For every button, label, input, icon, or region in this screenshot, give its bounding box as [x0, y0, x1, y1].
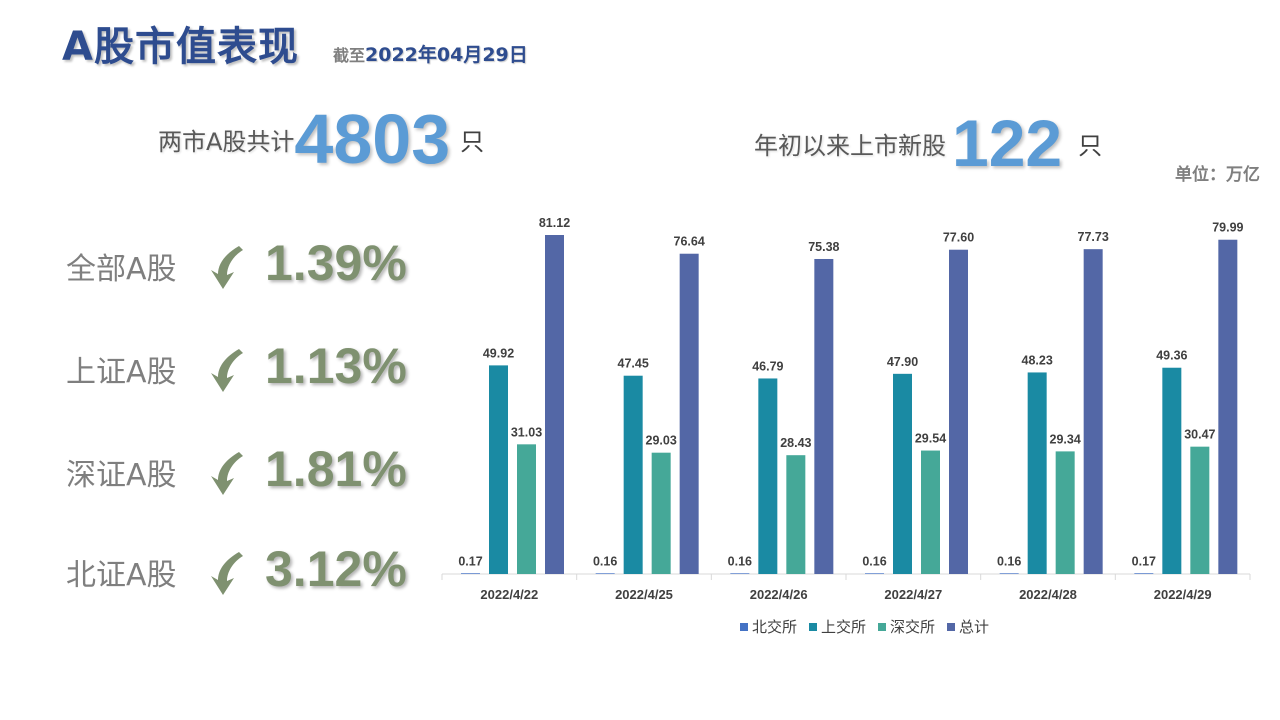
- new-ipo-value: 122: [952, 106, 1063, 180]
- bar: [921, 450, 940, 574]
- page-title: A股市值表现: [62, 24, 299, 70]
- data-label: 48.23: [1022, 353, 1053, 367]
- bar: [1083, 249, 1103, 574]
- change-value: 3.12%: [265, 541, 407, 597]
- data-label: 77.73: [1078, 230, 1109, 244]
- change-row-all: 全部A股 1.39%: [66, 230, 426, 300]
- change-name: 深证A股: [66, 458, 177, 493]
- down-arrow-icon: [211, 349, 243, 392]
- data-label: 77.60: [943, 231, 974, 245]
- bar: [623, 375, 643, 574]
- bar: [651, 452, 671, 574]
- data-label: 0.16: [862, 554, 886, 568]
- as-of-value: 2022年04月29日: [365, 44, 528, 66]
- x-tick-label: 2022/4/27: [884, 587, 942, 602]
- legend-item: 深交所: [878, 616, 935, 637]
- data-label: 0.16: [728, 554, 752, 568]
- bar: [545, 235, 564, 574]
- market-cap-bar-chart: 0.17 49.92 31.03 81.12 2022/4/22 0.16 47.45 29.…: [441, 216, 1251, 602]
- data-label: 30.47: [1184, 428, 1215, 442]
- chart-legend: 北交所 上交所 深交所 总计: [740, 616, 989, 637]
- bar: [489, 365, 508, 574]
- change-value: 1.13%: [265, 338, 407, 394]
- bar: [595, 573, 615, 574]
- legend-label: 深交所: [890, 618, 936, 636]
- x-tick-label: 2022/4/25: [615, 587, 673, 602]
- unit-label: 单位：万亿: [1175, 165, 1260, 185]
- legend-swatch: [878, 622, 887, 631]
- data-label: 29.54: [915, 432, 946, 446]
- new-ipo-unit: 只: [1078, 131, 1103, 160]
- as-of-prefix: 截至: [333, 46, 366, 65]
- bar: [893, 373, 912, 574]
- down-arrow-icon: [211, 246, 243, 289]
- new-ipo-stat: 年初以来上市新股 122 只: [754, 110, 1102, 176]
- data-label: 47.45: [618, 357, 649, 371]
- legend-item: 上交所: [809, 616, 866, 637]
- data-label: 81.12: [539, 216, 570, 230]
- bar: [758, 378, 778, 574]
- change-name: 北证A股: [66, 558, 177, 593]
- bar: [1055, 451, 1075, 574]
- data-label: 79.99: [1212, 221, 1243, 235]
- bar: [730, 573, 750, 574]
- bar: [999, 573, 1019, 574]
- bar: [679, 253, 699, 574]
- total-stocks-unit: 只: [460, 127, 485, 156]
- change-row-bj: 北证A股 3.12%: [66, 536, 426, 606]
- change-row-sh: 上证A股 1.13%: [66, 333, 426, 403]
- bar: [1218, 239, 1238, 574]
- bar: [1190, 446, 1210, 574]
- bar: [786, 455, 806, 574]
- data-label: 47.90: [887, 355, 918, 369]
- data-label: 28.43: [780, 436, 811, 450]
- legend-item: 总计: [947, 616, 989, 637]
- legend-label: 上交所: [821, 618, 867, 636]
- legend-swatch: [947, 622, 956, 631]
- x-tick-label: 2022/4/28: [1019, 587, 1077, 602]
- bar: [461, 573, 480, 574]
- change-row-sz: 深证A股 1.81%: [66, 436, 426, 506]
- bar: [949, 249, 968, 574]
- change-value: 1.81%: [265, 441, 407, 497]
- total-stocks-label: 两市A股共计: [158, 127, 295, 156]
- legend-label: 北交所: [752, 618, 798, 636]
- x-tick-label: 2022/4/26: [750, 587, 808, 602]
- bar: [1134, 573, 1154, 574]
- new-ipo-label: 年初以来上市新股: [754, 131, 946, 160]
- down-arrow-icon: [211, 552, 243, 595]
- legend-item: 北交所: [740, 616, 797, 637]
- data-label: 29.34: [1050, 432, 1081, 446]
- bar: [1027, 372, 1047, 574]
- legend-swatch: [809, 622, 818, 631]
- bar: [1162, 367, 1182, 574]
- total-stocks-stat: 两市A股共计 4803 只: [158, 104, 484, 174]
- data-label: 0.16: [593, 554, 617, 568]
- legend-swatch: [740, 622, 748, 631]
- x-tick-label: 2022/4/22: [480, 587, 538, 602]
- data-label: 31.03: [511, 425, 542, 439]
- change-name: 全部A股: [66, 252, 177, 287]
- data-label: 29.03: [646, 434, 677, 448]
- data-label: 0.17: [1132, 554, 1156, 568]
- change-value: 1.39%: [265, 235, 407, 291]
- data-label: 49.36: [1156, 349, 1187, 363]
- data-label: 75.38: [808, 240, 839, 254]
- bar: [865, 573, 884, 574]
- data-label: 76.64: [674, 235, 705, 249]
- legend-label: 总计: [959, 618, 990, 636]
- bar: [517, 444, 536, 574]
- data-label: 46.79: [752, 359, 783, 373]
- data-label: 49.92: [483, 346, 514, 360]
- as-of-date: 截至2022年04月29日: [333, 40, 528, 67]
- bar: [814, 258, 834, 574]
- data-label: 0.16: [997, 554, 1021, 568]
- x-tick-label: 2022/4/29: [1154, 587, 1212, 602]
- data-label: 0.17: [458, 554, 482, 568]
- total-stocks-value: 4803: [294, 100, 451, 178]
- down-arrow-icon: [211, 452, 243, 495]
- change-name: 上证A股: [66, 355, 177, 390]
